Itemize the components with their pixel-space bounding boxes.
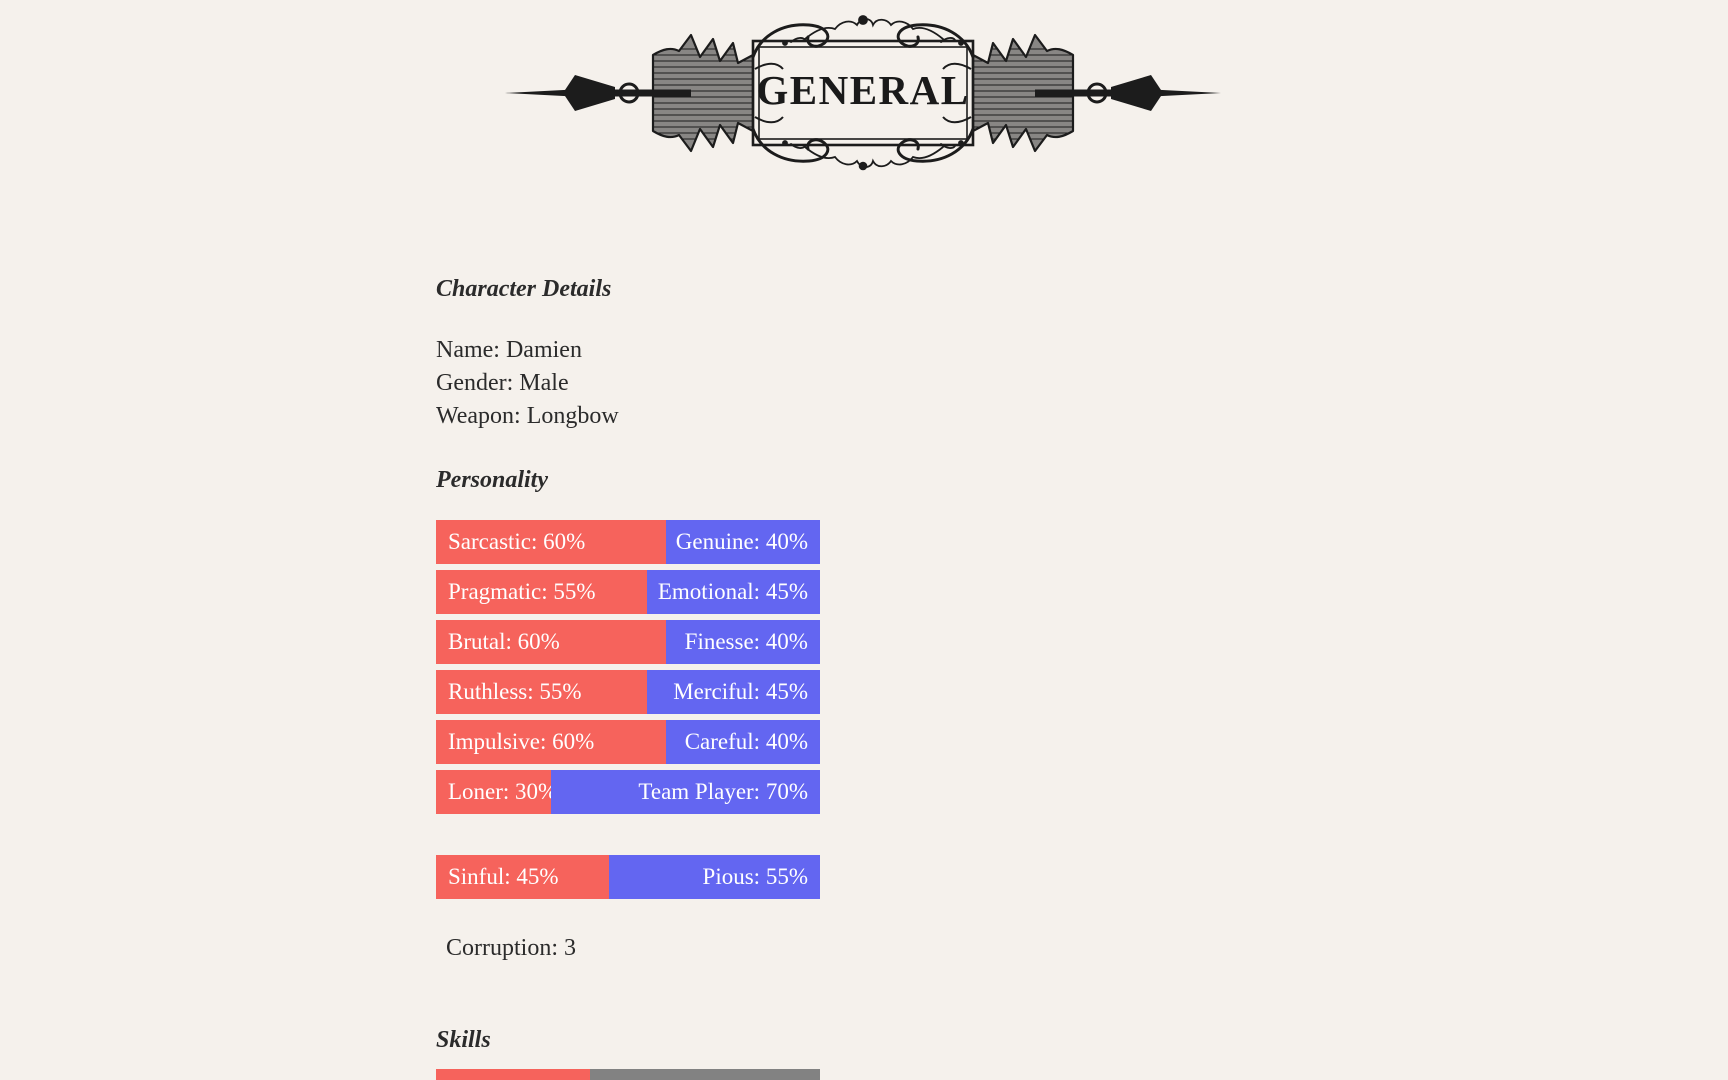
svg-text:GENERAL: GENERAL [756, 67, 969, 113]
